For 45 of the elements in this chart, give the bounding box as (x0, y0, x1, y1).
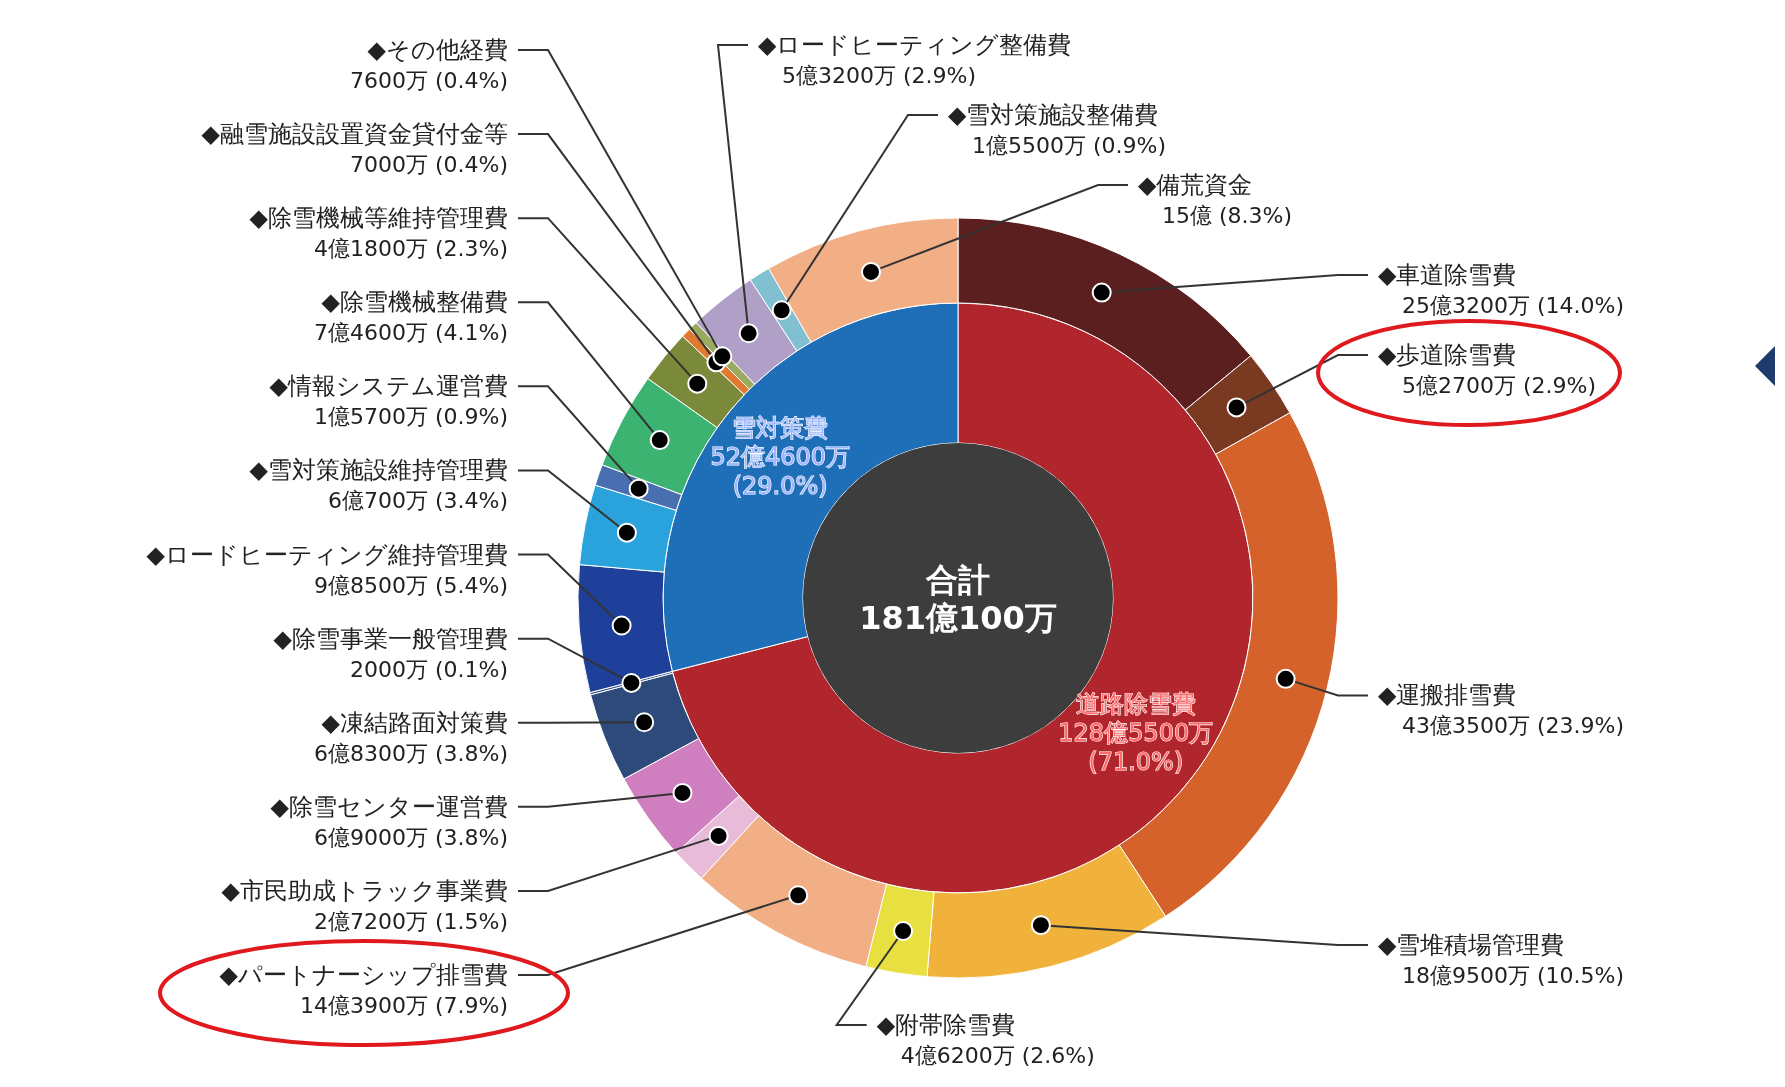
slice-label: ◆雪堆積場管理費 (1378, 931, 1565, 959)
data-label: 2000万 (0.1%) (349, 656, 508, 682)
slice-label: ◆凍結路面対策費 (321, 708, 508, 737)
slice-label: ◆市民助成トラック事業費 (221, 876, 508, 905)
slice-label: 雪対策費 (732, 414, 829, 443)
data-label: 43億3500万 (23.9%) (1402, 713, 1625, 739)
data-label: 2億7200万 (1.5%) (313, 908, 508, 934)
data-label: 15億 (8.3%) (1162, 203, 1293, 228)
slice-label: ◆情報システム運営費 (269, 372, 508, 401)
slice-label: ◆歩道除雪費 (1378, 341, 1517, 369)
data-label: 25億3200万 (14.0%) (1402, 293, 1625, 318)
data-label: 7000万 (0.4%) (349, 152, 508, 178)
slice-label: ◆除雪機械等維持管理費 (249, 204, 508, 233)
slice-label: ◆雪対策施設整備費 (948, 101, 1159, 129)
slice-label: ◆融雪施設設置資金貸付金等 (201, 120, 508, 149)
data-label: 52億4600万 (29.0%) (710, 443, 851, 501)
slice-label: ◆除雪機械整備費 (321, 288, 508, 317)
text: 合計 181億100万 (859, 561, 1057, 637)
slice-label: ◆ロードヒーティング維持管理費 (146, 540, 508, 569)
slice-label: 道路除雪費 (1075, 689, 1196, 718)
data-label: 5億2700万 (2.9%) (1402, 373, 1597, 398)
slice-label: ◆ロードヒーティング整備費 (758, 31, 1072, 59)
data-label: 1億5700万 (0.9%) (313, 404, 508, 430)
data-label: 18億9500万 (10.5%) (1402, 963, 1625, 988)
data-label: 6億8300万 (3.8%) (313, 740, 508, 766)
slice-label: ◆その他経費 (367, 36, 508, 64)
slice-label: ◆附帯除雪費 (876, 1011, 1016, 1039)
slice-label: ◆雪対策施設維持管理費 (249, 456, 508, 485)
data-label: 7600万 (0.4%) (349, 68, 508, 93)
slice-label: ◆パートナーシップ排雪費 (219, 961, 508, 989)
data-label: 128億5500万 (71.0%) (1058, 718, 1214, 776)
data-label: 4億1800万 (2.3%) (313, 236, 508, 262)
data-label: 9億8500万 (5.4%) (313, 572, 508, 598)
data-label: 4億6200万 (2.6%) (900, 1043, 1095, 1068)
data-label: 1億5500万 (0.9%) (972, 133, 1167, 158)
slice-label: ◆備荒資金 (1138, 171, 1253, 199)
data-label: 7億4600万 (4.1%) (313, 320, 508, 346)
data-label: 6億9000万 (3.8%) (313, 824, 508, 850)
data-label: 5億3200万 (2.9%) (782, 63, 977, 88)
slice-label: ◆車道除雪費 (1378, 261, 1517, 289)
data-label: 6億700万 (3.4%) (327, 488, 508, 514)
slice-label: ◆運搬排雪費 (1378, 681, 1517, 710)
slice-label: ◆除雪事業一般管理費 (273, 624, 508, 653)
slice-label: ◆除雪センター運営費 (270, 792, 508, 821)
data-label: 14億3900万 (7.9%) (299, 993, 508, 1018)
